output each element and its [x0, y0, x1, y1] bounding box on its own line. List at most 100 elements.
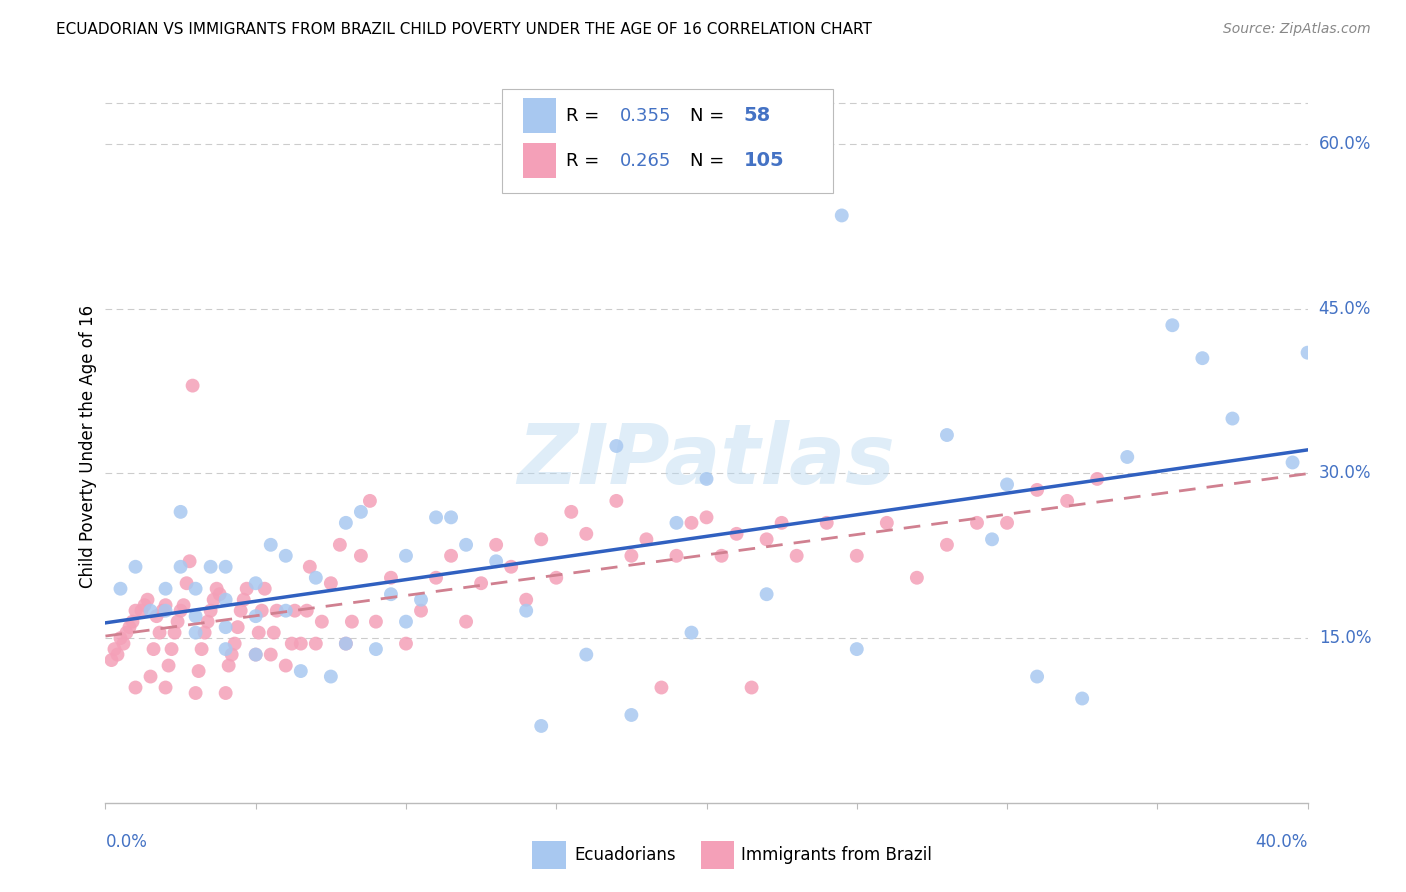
Point: [274, 604, 297, 618]
Point: [395, 637, 418, 651]
Point: [876, 516, 898, 530]
Point: [311, 615, 333, 629]
Point: [187, 664, 209, 678]
Point: [155, 598, 177, 612]
Point: [1026, 483, 1049, 497]
Point: [485, 538, 508, 552]
Point: [665, 516, 688, 530]
Point: [184, 686, 207, 700]
Point: [335, 516, 357, 530]
Point: [163, 625, 186, 640]
Point: [224, 637, 246, 651]
Point: [173, 598, 195, 612]
Point: [284, 604, 307, 618]
Point: [380, 571, 402, 585]
Point: [200, 604, 222, 618]
Point: [620, 708, 643, 723]
Point: [1085, 472, 1108, 486]
Point: [214, 592, 236, 607]
Point: [235, 582, 257, 596]
Point: [115, 625, 138, 640]
Point: [995, 516, 1018, 530]
Point: [134, 598, 156, 612]
Point: [335, 637, 357, 651]
Point: [995, 477, 1018, 491]
Point: [1222, 411, 1244, 425]
Point: [245, 576, 267, 591]
Point: [395, 615, 418, 629]
Point: [905, 571, 928, 585]
Point: [229, 604, 252, 618]
Point: [298, 559, 321, 574]
Point: [319, 669, 342, 683]
Text: 0.265: 0.265: [620, 152, 671, 169]
Point: [136, 592, 159, 607]
Text: 0.355: 0.355: [620, 107, 672, 125]
Point: [139, 669, 162, 683]
Point: [560, 505, 582, 519]
Point: [253, 582, 276, 596]
Point: [214, 559, 236, 574]
Point: [214, 642, 236, 657]
Point: [194, 625, 217, 640]
Point: [530, 719, 553, 733]
Point: [815, 516, 838, 530]
Point: [636, 533, 658, 547]
Point: [319, 576, 342, 591]
Point: [169, 505, 191, 519]
Point: [247, 625, 270, 640]
Point: [124, 604, 146, 618]
Point: [184, 582, 207, 596]
Point: [218, 658, 240, 673]
Point: [741, 681, 763, 695]
Point: [221, 648, 243, 662]
Text: 60.0%: 60.0%: [1319, 135, 1371, 153]
Text: Ecuadorians: Ecuadorians: [574, 846, 676, 863]
Point: [260, 538, 283, 552]
Point: [515, 592, 537, 607]
Text: 40.0%: 40.0%: [1256, 833, 1308, 851]
Point: [755, 533, 778, 547]
Point: [409, 592, 432, 607]
Point: [696, 510, 718, 524]
Point: [335, 637, 357, 651]
Point: [226, 620, 249, 634]
Point: [620, 549, 643, 563]
Point: [454, 538, 477, 552]
Point: [290, 637, 312, 651]
Point: [1026, 669, 1049, 683]
Point: [305, 637, 328, 651]
Point: [166, 615, 188, 629]
Text: 0.0%: 0.0%: [105, 833, 148, 851]
Text: 30.0%: 30.0%: [1319, 465, 1371, 483]
Point: [169, 604, 191, 618]
Point: [202, 592, 225, 607]
FancyBboxPatch shape: [523, 98, 557, 133]
Point: [245, 648, 267, 662]
Point: [1056, 494, 1078, 508]
Point: [281, 637, 304, 651]
Text: N =: N =: [690, 152, 730, 169]
Point: [305, 571, 328, 585]
Point: [110, 631, 132, 645]
Point: [454, 615, 477, 629]
Point: [148, 625, 170, 640]
Point: [103, 642, 125, 657]
Point: [205, 582, 228, 596]
Point: [936, 538, 959, 552]
Point: [696, 472, 718, 486]
Text: 15.0%: 15.0%: [1319, 629, 1371, 647]
Point: [181, 378, 204, 392]
Point: [245, 648, 267, 662]
Point: [107, 648, 129, 662]
Point: [184, 609, 207, 624]
Point: [350, 505, 373, 519]
Text: N =: N =: [690, 107, 730, 125]
Point: [274, 549, 297, 563]
Point: [131, 604, 153, 618]
Point: [263, 625, 285, 640]
FancyBboxPatch shape: [700, 840, 734, 869]
Point: [290, 664, 312, 678]
Point: [409, 604, 432, 618]
Point: [232, 592, 254, 607]
